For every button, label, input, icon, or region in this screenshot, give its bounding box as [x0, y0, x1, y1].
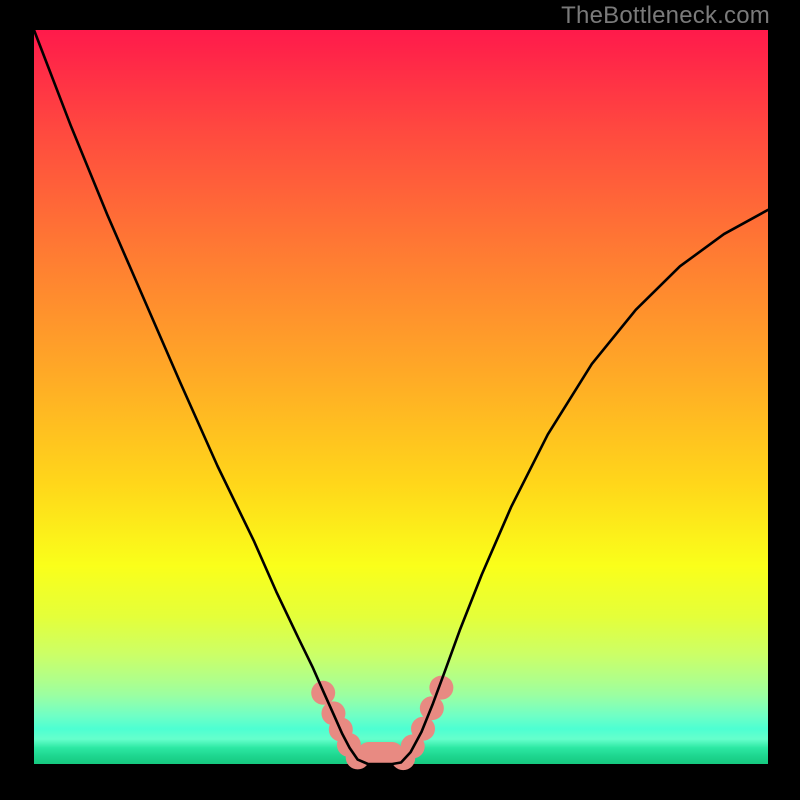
- stage: TheBottleneck.com: [0, 0, 800, 800]
- plot-background: [34, 30, 768, 764]
- chart-svg: [0, 0, 800, 800]
- watermark-text: TheBottleneck.com: [561, 2, 770, 30]
